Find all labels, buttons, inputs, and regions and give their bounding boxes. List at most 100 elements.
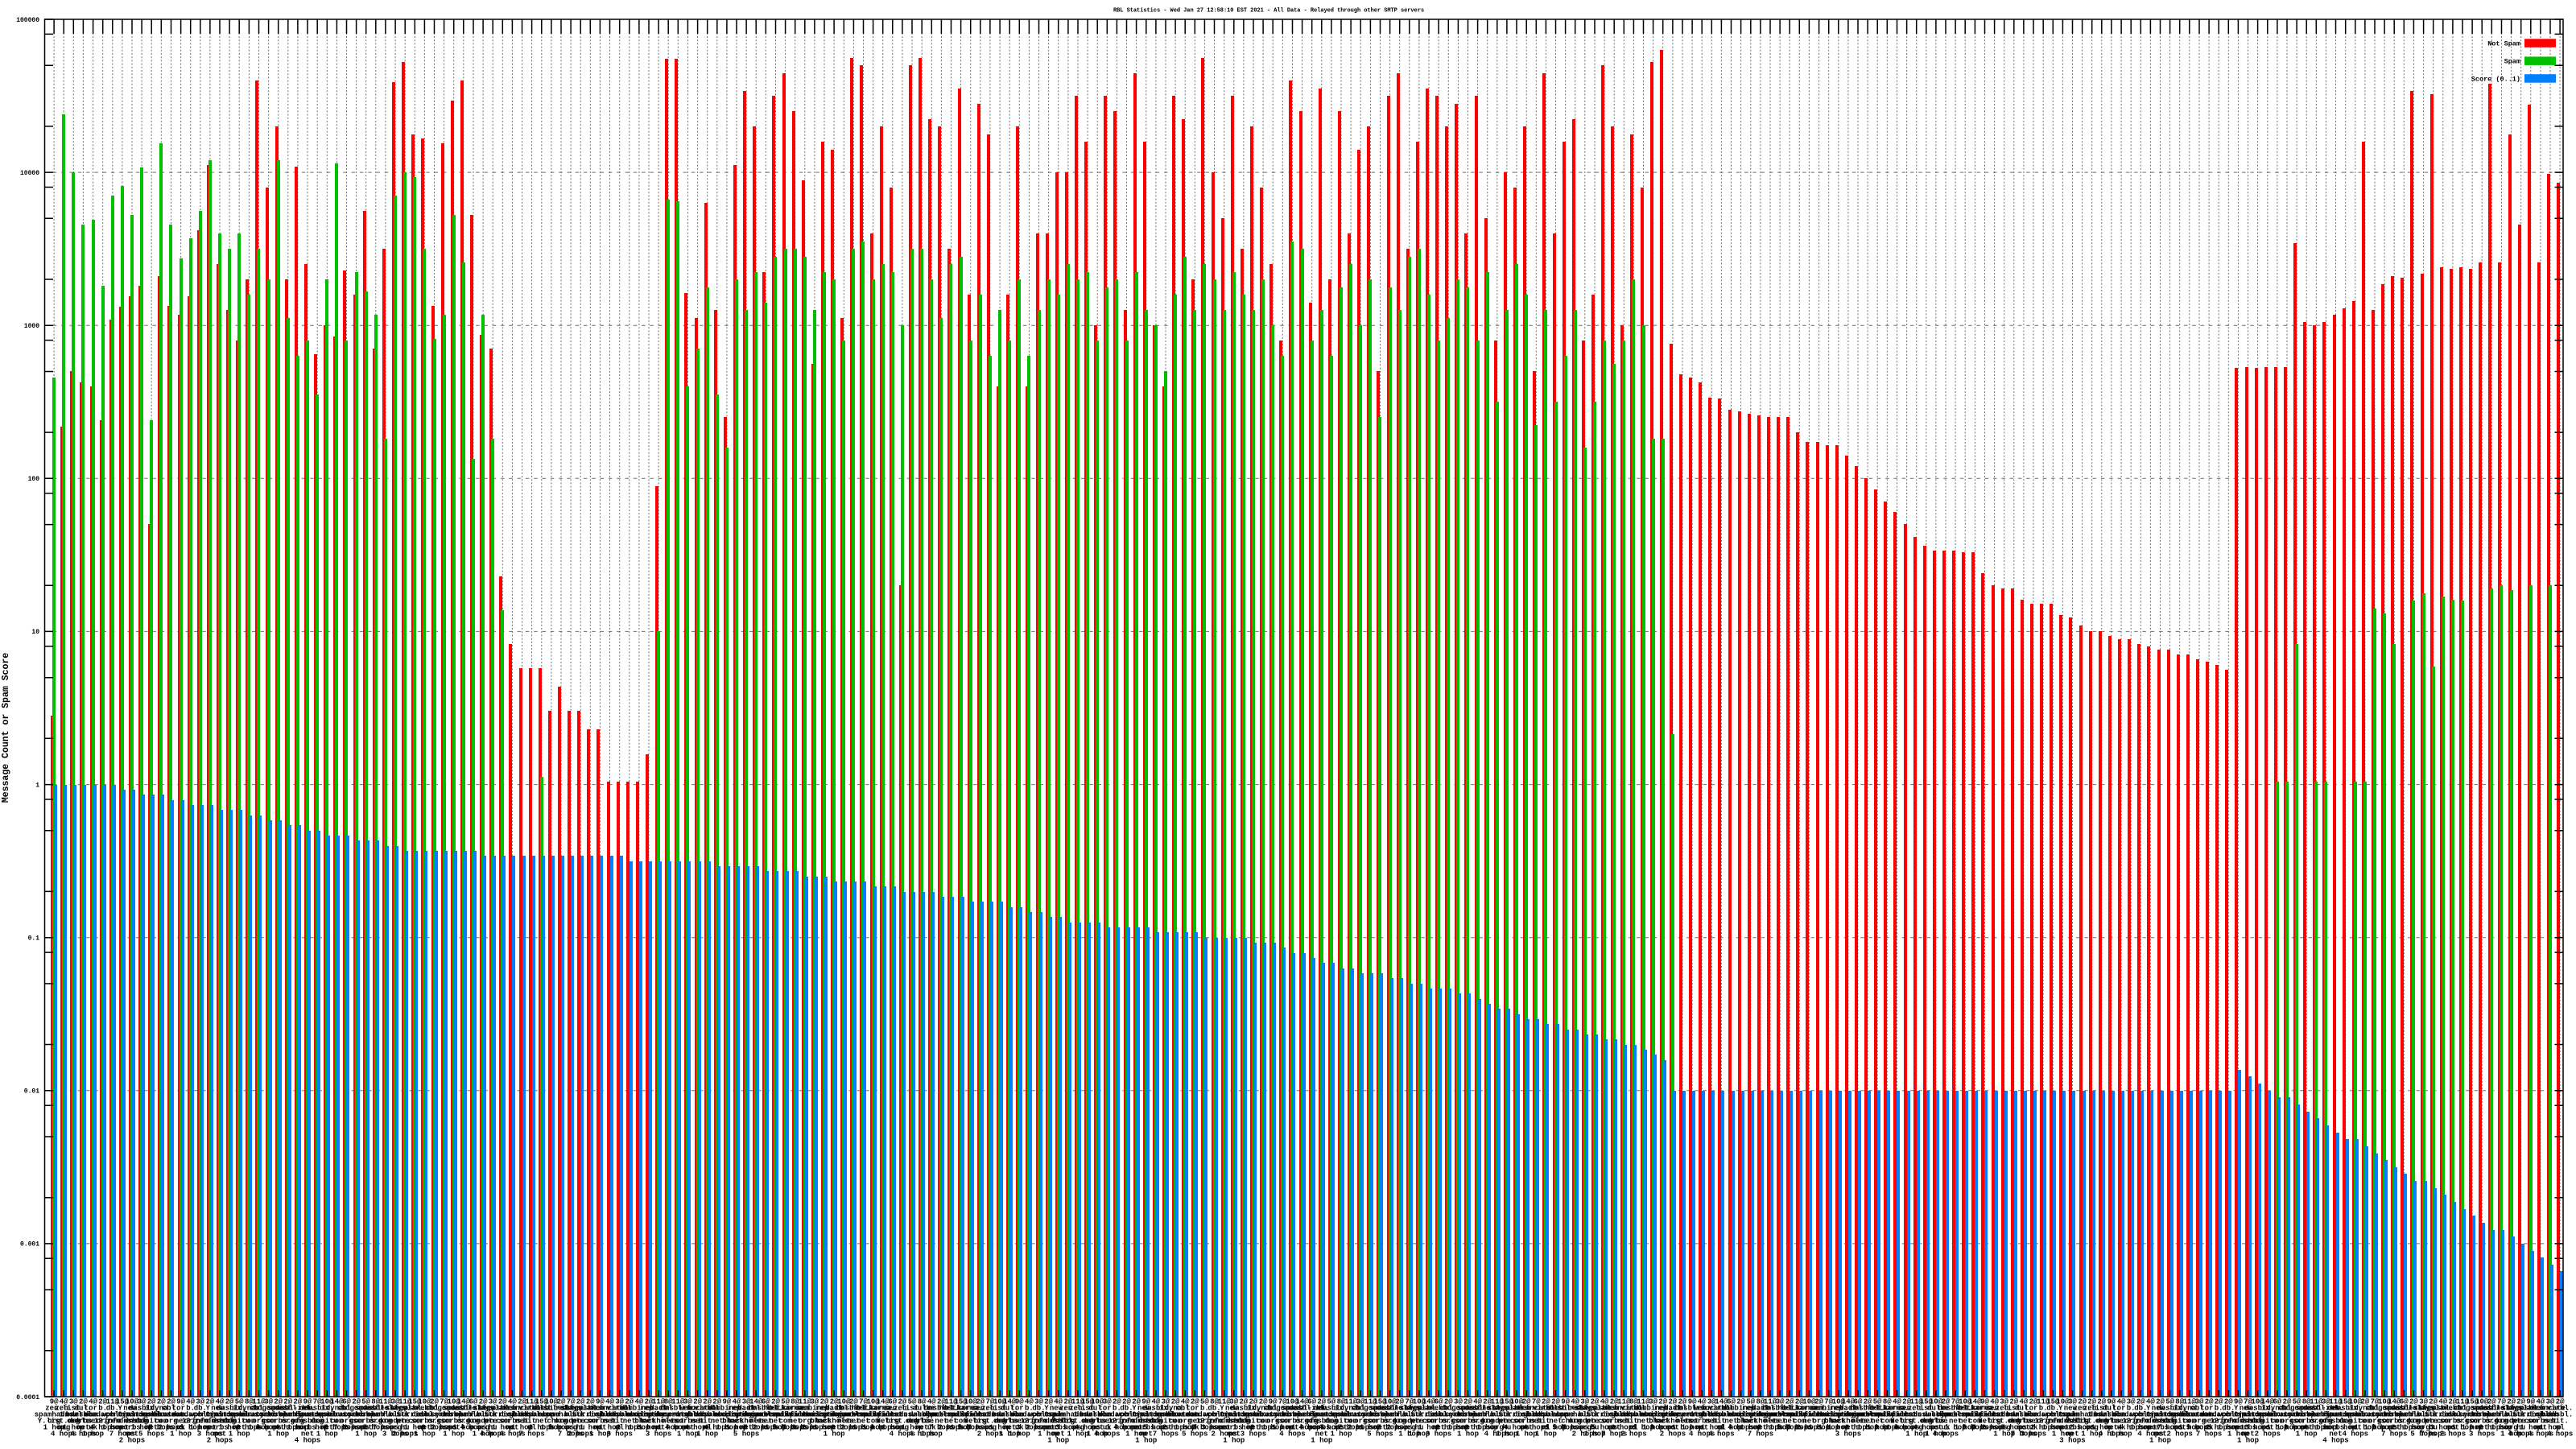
svg-text:Score (0..1): Score (0..1): [2471, 75, 2520, 83]
svg-text:1 hop: 1 hop: [43, 1424, 65, 1432]
svg-text:cbl.: cbl.: [426, 1405, 444, 1413]
svg-text:net: net: [789, 1418, 802, 1426]
svg-text:net: net: [662, 1418, 675, 1426]
svg-text:15@: 15@: [1081, 1398, 1095, 1406]
svg-text:zen.: zen.: [972, 1405, 989, 1413]
svg-text:4 hops: 4 hops: [1893, 1424, 1919, 1432]
svg-text:5 hops: 5 hops: [733, 1430, 759, 1439]
svg-text:10@: 10@: [2056, 1398, 2070, 1406]
svg-text:dnsbl.: dnsbl.: [440, 1411, 466, 1419]
svg-text:hostkarma.: hostkarma.: [1865, 1405, 1909, 1413]
svg-text:2 hops: 2 hops: [802, 1424, 828, 1432]
svg-text:dnsbl.: dnsbl.: [1084, 1411, 1110, 1419]
svg-text:interserver.: interserver.: [1744, 1411, 1797, 1419]
svg-text:uceprotect.: uceprotect.: [830, 1411, 877, 1419]
svg-text:net: net: [272, 1424, 285, 1432]
svg-text:sorbs.: sorbs.: [265, 1418, 291, 1426]
svg-text:manitu.: manitu.: [2165, 1418, 2195, 1426]
svg-text:uk: uk: [2205, 1424, 2214, 1432]
svg-text:net: net: [145, 1424, 158, 1432]
svg-text:3@: 3@: [1580, 1398, 1589, 1406]
svg-text:spam.: spam.: [1369, 1405, 1391, 1413]
svg-text:dnsbl.: dnsbl.: [1045, 1418, 1071, 1426]
svg-text:org: org: [974, 1418, 987, 1426]
svg-text:abuseat.: abuseat.: [242, 1411, 276, 1419]
svg-text:11@: 11@: [1364, 1398, 1377, 1406]
svg-text:2@: 2@: [1171, 1398, 1180, 1406]
svg-text:ix.: ix.: [2349, 1405, 2362, 1413]
svg-text:spamhaus.: spamhaus.: [1049, 1411, 1088, 1419]
svg-text:b.: b.: [2039, 1405, 2048, 1413]
svg-text:1 hop: 1 hop: [1125, 1430, 1147, 1439]
svg-text:dnsbl.: dnsbl.: [1923, 1411, 1949, 1419]
svg-text:8@: 8@: [2302, 1398, 2311, 1406]
svg-text:1 hop: 1 hop: [1174, 1424, 1196, 1432]
svg-text:web.: web.: [1605, 1405, 1623, 1413]
svg-text:10@: 10@: [1383, 1398, 1397, 1406]
svg-text:1 hop: 1 hop: [1867, 1424, 1889, 1432]
svg-text:dnsbl.: dnsbl.: [138, 1411, 164, 1419]
svg-text:com: com: [778, 1418, 792, 1426]
svg-text:org: org: [2281, 1418, 2293, 1426]
svg-text:info: info: [2219, 1418, 2237, 1426]
svg-text:dnsbl.: dnsbl.: [2293, 1411, 2319, 1419]
svg-text:mailspike.: mailspike.: [803, 1411, 846, 1419]
svg-text:net: net: [76, 1424, 89, 1432]
svg-text:2@: 2@: [2087, 1398, 2096, 1406]
svg-text:4 hops: 4 hops: [51, 1430, 76, 1439]
svg-text:singular.: singular.: [1400, 1405, 1439, 1413]
svg-text:pte.: pte.: [1498, 1418, 1516, 1426]
svg-text:net: net: [2534, 1424, 2547, 1432]
svg-text:2 hops: 2 hops: [1435, 1424, 1461, 1432]
svg-text:org: org: [379, 1418, 392, 1426]
svg-text:net: net: [2446, 1424, 2459, 1432]
svg-text:abuseat.: abuseat.: [2445, 1411, 2479, 1419]
svg-text:org: org: [467, 1418, 480, 1426]
svg-text:dnsbl.: dnsbl.: [694, 1411, 720, 1419]
svg-text:1 hop: 1 hop: [180, 1424, 201, 1432]
svg-text:dyna.: dyna.: [151, 1405, 172, 1413]
svg-text:dnsbl.: dnsbl.: [2011, 1411, 2037, 1419]
svg-text:singular.: singular.: [473, 1405, 513, 1413]
svg-text:bl.: bl.: [944, 1405, 957, 1413]
svg-text:com: com: [242, 1418, 256, 1426]
svg-text:relays.: relays.: [1570, 1405, 1600, 1413]
svg-text:100: 100: [28, 476, 40, 483]
svg-text:net: net: [1520, 1424, 1533, 1432]
svg-text:dnsbl.: dnsbl.: [2303, 1405, 2329, 1413]
svg-text:new.: new.: [299, 1405, 316, 1413]
svg-text:org: org: [1237, 1418, 1250, 1426]
svg-text:barracudacentral.: barracudacentral.: [2006, 1411, 2080, 1419]
svg-text:spamhaus.: spamhaus.: [2394, 1411, 2434, 1419]
svg-text:1 hop: 1 hop: [1330, 1430, 1352, 1439]
svg-text:me.: me.: [2027, 1418, 2040, 1426]
svg-text:6@: 6@: [469, 1398, 478, 1406]
svg-text:9@: 9@: [722, 1398, 731, 1406]
svg-text:org: org: [2319, 1418, 2332, 1426]
svg-text:net: net: [1608, 1424, 1620, 1432]
svg-text:1 hop: 1 hop: [862, 1424, 884, 1432]
svg-text:1 hop: 1 hop: [189, 1424, 211, 1432]
svg-text:4@: 4@: [927, 1398, 936, 1406]
svg-text:bl.: bl.: [1579, 1411, 1591, 1419]
svg-text:net: net: [1686, 1418, 1699, 1426]
svg-text:spamrats.: spamrats.: [1156, 1411, 1195, 1419]
svg-text:2@: 2@: [283, 1398, 292, 1406]
svg-text:2 hops: 2 hops: [529, 1424, 555, 1432]
svg-text:manitu.: manitu.: [2252, 1418, 2283, 1426]
svg-text:spamrats.: spamrats.: [1244, 1411, 1283, 1419]
svg-text:web.: web.: [2444, 1405, 2462, 1413]
svg-text:services.: services.: [863, 1411, 902, 1419]
svg-text:sorbs.: sorbs.: [1689, 1418, 1715, 1426]
svg-text:dnsbl.: dnsbl.: [70, 1411, 96, 1419]
svg-text:6@: 6@: [1727, 1398, 1736, 1406]
svg-text:7 hops: 7 hops: [1153, 1430, 1179, 1439]
svg-text:2@: 2@: [830, 1398, 839, 1406]
svg-text:2@: 2@: [693, 1398, 702, 1406]
svg-text:2@: 2@: [2224, 1398, 2233, 1406]
svg-text:1 hop: 1 hop: [852, 1424, 874, 1432]
svg-text:1 hop: 1 hop: [355, 1430, 377, 1439]
svg-text:spam.: spam.: [2296, 1405, 2318, 1413]
svg-text:sbl-xbl.: sbl-xbl.: [2309, 1405, 2343, 1413]
svg-text:zen.: zen.: [1069, 1405, 1087, 1413]
